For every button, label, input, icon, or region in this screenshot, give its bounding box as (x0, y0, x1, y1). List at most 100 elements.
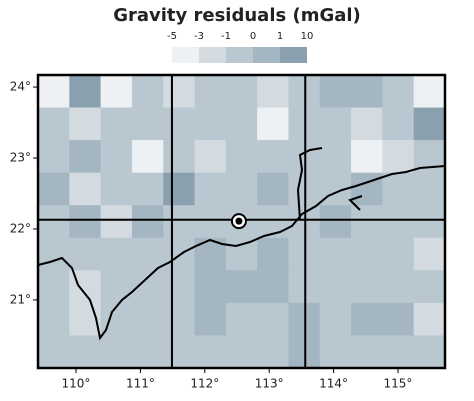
residual-cell (100, 237, 133, 271)
residual-cell (194, 335, 227, 369)
residual-cell (163, 335, 196, 369)
residual-cell (351, 237, 383, 271)
residual-cell (413, 172, 446, 206)
x-tick-label: 115° (384, 377, 413, 391)
residual-cell (413, 335, 446, 369)
residual-cell (69, 335, 102, 369)
coastline (37, 147, 446, 341)
colorbar-swatch (172, 47, 199, 63)
residual-cell (100, 140, 133, 174)
residual-cell (163, 302, 196, 336)
residual-cell (257, 75, 289, 109)
residual-cell (225, 237, 258, 271)
residual-cell (100, 270, 133, 304)
residual-cell (194, 270, 227, 304)
residual-cell (319, 75, 352, 109)
y-tick-label: 23° (10, 151, 31, 165)
residual-cell (413, 270, 446, 304)
residual-cell (351, 75, 383, 109)
residual-cell (194, 205, 227, 239)
residual-cell (257, 237, 289, 271)
residual-cell (100, 335, 133, 369)
residual-cell (100, 75, 133, 109)
residual-cell (351, 140, 383, 174)
residual-cell (382, 335, 415, 369)
y-tick-label: 21° (10, 292, 31, 306)
residual-cell (225, 107, 258, 141)
residual-cell (163, 205, 196, 239)
residual-cell (382, 302, 415, 336)
residual-cell (100, 107, 133, 141)
x-tick-label: 111° (126, 377, 155, 391)
residual-cell (382, 172, 415, 206)
residual-cell (69, 205, 102, 239)
residual-cell (194, 107, 227, 141)
residual-cell (194, 75, 227, 109)
residual-cell (225, 270, 258, 304)
residual-cell (69, 237, 102, 271)
residual-cell (382, 270, 415, 304)
colorbar-swatch (226, 47, 253, 63)
residual-cell (163, 140, 196, 174)
residual-cell (38, 107, 70, 141)
colorbar-label: 10 (301, 31, 314, 42)
residual-cell (38, 75, 70, 109)
residual-cell (319, 302, 352, 336)
residual-cell (38, 270, 70, 304)
residual-cell (225, 75, 258, 109)
residual-cell (319, 205, 352, 239)
residual-cell (194, 140, 227, 174)
residual-cell (38, 205, 70, 239)
residual-cell (131, 335, 164, 369)
colorbar-swatch (280, 47, 307, 63)
residual-cell (69, 75, 102, 109)
residual-cell (413, 75, 446, 109)
x-tick-label: 114° (319, 377, 348, 391)
residual-cell (382, 237, 415, 271)
residual-cell (225, 140, 258, 174)
residual-cell (257, 140, 289, 174)
residual-cell (413, 205, 446, 239)
residual-cell (69, 140, 102, 174)
map-frame (36, 73, 447, 370)
residual-cell (319, 107, 352, 141)
residual-cell (163, 172, 196, 206)
residual-cell (382, 140, 415, 174)
residual-cell (131, 237, 164, 271)
residual-cell (319, 140, 352, 174)
residual-cell (194, 172, 227, 206)
residual-cell (257, 107, 289, 141)
residual-cell (38, 237, 70, 271)
residual-cell (131, 172, 164, 206)
residual-cell (413, 302, 446, 336)
residual-cell (194, 302, 227, 336)
residual-cell (163, 75, 196, 109)
residual-cell (382, 205, 415, 239)
residual-cell (38, 172, 70, 206)
colorbar-label: 0 (250, 31, 256, 42)
residual-cell (131, 302, 164, 336)
residual-cell (225, 335, 258, 369)
x-tick-label: 113° (255, 377, 284, 391)
residual-cell (351, 107, 383, 141)
residual-cell (38, 140, 70, 174)
residual-cell (319, 270, 352, 304)
residual-cell (131, 107, 164, 141)
residual-cell (225, 172, 258, 206)
residual-cell (319, 237, 352, 271)
residual-cell (131, 75, 164, 109)
residual-cell (69, 172, 102, 206)
residual-cell (131, 205, 164, 239)
map-title: Gravity residuals (mGal) (113, 5, 361, 26)
residual-cell (131, 140, 164, 174)
colorbar-swatch (253, 47, 280, 63)
residual-cell (413, 237, 446, 271)
residual-cell (163, 270, 196, 304)
y-tick-label: 22° (10, 221, 31, 235)
residual-cell (225, 302, 258, 336)
residual-cell (351, 205, 383, 239)
colorbar-swatch (199, 47, 226, 63)
station-dot (235, 217, 243, 225)
residual-cell (38, 335, 70, 369)
